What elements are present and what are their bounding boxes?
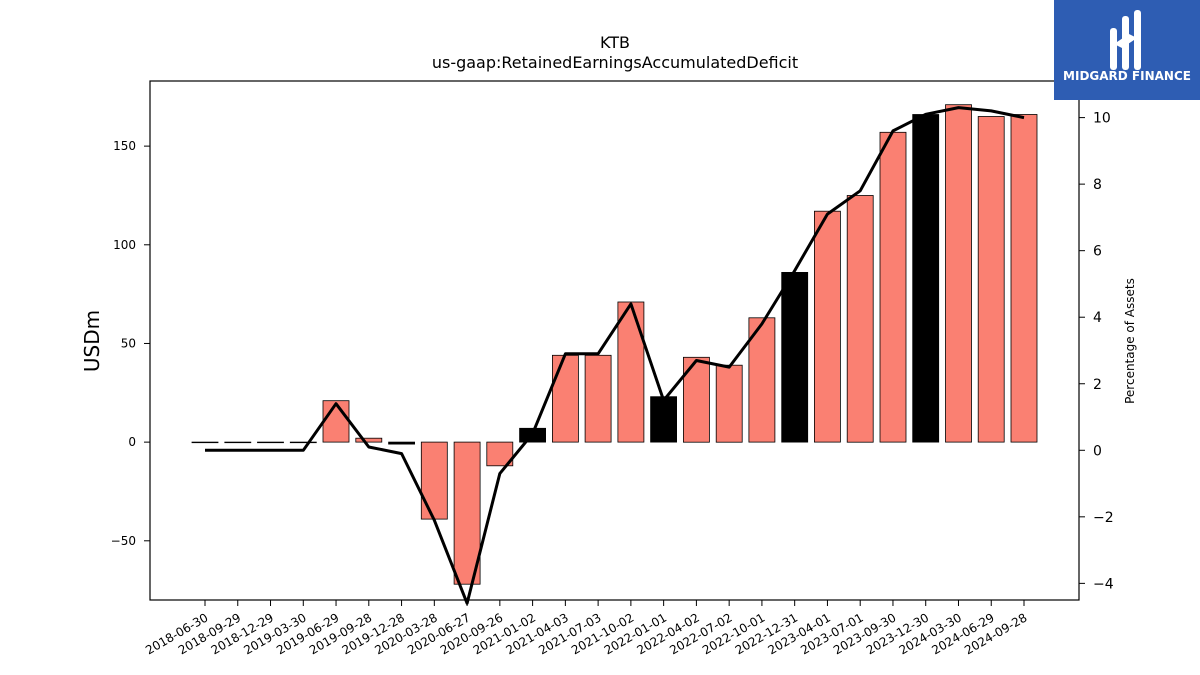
bar [715, 364, 743, 443]
y-right-tick-label: −2 [1093, 510, 1114, 526]
bar [453, 441, 481, 585]
y-axis-label-left: USDm [80, 310, 104, 372]
bar [257, 441, 284, 444]
y-axis-left: −50 0 50 100 150 [111, 139, 150, 548]
bar [617, 301, 645, 443]
logo-mark-icon [1110, 10, 1141, 70]
y-right-tick-label: 0 [1093, 443, 1102, 459]
y-right-tick-label: 4 [1093, 310, 1102, 326]
bar-group [191, 104, 1038, 585]
plot-frame [149, 80, 1080, 601]
bar [650, 396, 677, 443]
y-right-tick-label: 6 [1093, 244, 1102, 260]
y-tick-label: 50 [121, 336, 136, 350]
chart-subtitle: us-gaap:RetainedEarningsAccumulatedDefic… [432, 53, 798, 72]
y-right-tick-label: 10 [1093, 111, 1111, 127]
y-right-tick-label: −4 [1093, 576, 1114, 592]
bar [289, 441, 317, 444]
bar [584, 354, 612, 443]
bar [420, 441, 448, 520]
y-axis-right: −4 −2 0 2 4 6 8 10 [1079, 111, 1114, 592]
bar [977, 116, 1005, 443]
y-tick-label: 0 [128, 435, 136, 449]
y-axis-label-right: Percentage of Assets [1123, 278, 1137, 404]
bar [879, 131, 907, 443]
bar [552, 354, 579, 443]
bar [683, 356, 710, 443]
bar [355, 437, 383, 443]
bar [486, 441, 514, 467]
x-axis: 2018-06-302018-09-292018-12-292019-03-30… [143, 600, 1030, 657]
bar [846, 195, 874, 443]
bar [945, 104, 972, 443]
bar [814, 210, 841, 443]
line-group [205, 106, 1025, 605]
y-tick-label: 100 [113, 238, 136, 252]
logo-text: MIDGARD FINANCE [1063, 69, 1191, 83]
bar [748, 317, 776, 443]
bar [388, 441, 416, 445]
y-tick-label: 150 [113, 139, 136, 153]
midgard-finance-logo: MIDGARD FINANCE [1054, 0, 1200, 100]
chart-title: KTB [600, 33, 630, 52]
bar [912, 114, 940, 443]
bar [224, 441, 252, 444]
y-tick-label: −50 [111, 534, 136, 548]
bar [191, 441, 219, 444]
bar [1010, 114, 1038, 443]
percentage-line [205, 106, 1025, 605]
y-right-tick-label: 2 [1093, 377, 1102, 393]
y-right-tick-label: 8 [1093, 177, 1102, 193]
bar [322, 400, 350, 443]
bar [781, 271, 809, 443]
